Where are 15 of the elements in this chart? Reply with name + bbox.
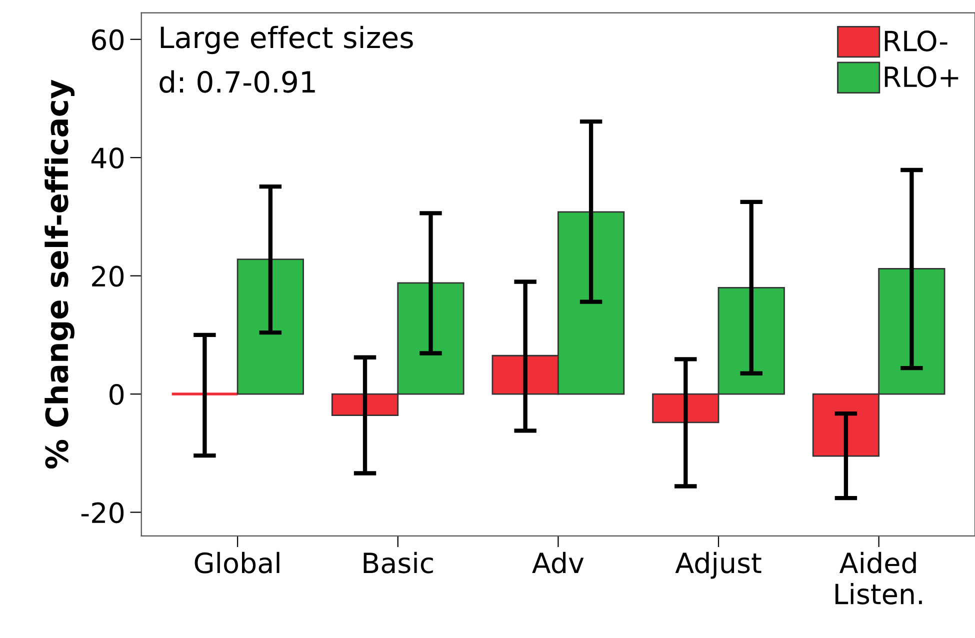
x-tick-label: Aided Listen. bbox=[836, 552, 922, 604]
legend-label: RLO+ bbox=[884, 66, 958, 88]
y-axis-title: % Change self-efficacy bbox=[44, 80, 74, 469]
legend-label: RLO- bbox=[884, 30, 948, 52]
y-tick-label: 40 bbox=[91, 148, 124, 169]
x-tick-label: Basic bbox=[364, 552, 433, 574]
y-tick-label: -20 bbox=[81, 502, 124, 524]
y-tick-label: 0 bbox=[110, 384, 124, 405]
x-tick-label: Global bbox=[194, 552, 280, 574]
x-tick-label: Adv bbox=[532, 552, 584, 574]
annotation: d: 0.7-0.91 bbox=[160, 70, 315, 93]
x-tick-label: Adjust bbox=[675, 552, 762, 579]
annotation: Large effect sizes bbox=[160, 26, 413, 54]
y-tick-label: 60 bbox=[92, 29, 124, 50]
y-tick-label: 20 bbox=[92, 266, 124, 287]
